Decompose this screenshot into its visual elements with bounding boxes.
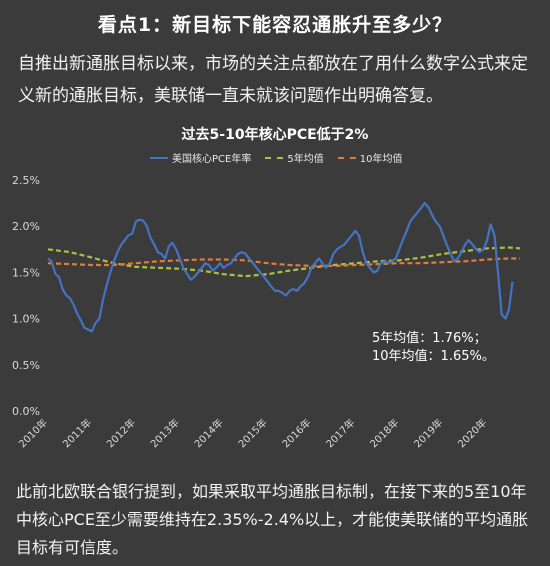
intro-paragraph: 自推出新通胀目标以来，市场的关注点都放在了用什么数字公式来定义新的通胀目标，美联… bbox=[18, 54, 528, 106]
legend-item-core-pce: 美国核心PCE年率 bbox=[150, 150, 251, 165]
legend-label-10y-avg: 10年均值 bbox=[359, 154, 403, 165]
averages-annotation: 5年均值：1.76%； 10年均值：1.65%。 bbox=[372, 330, 495, 366]
x-tick-label: 2020年 bbox=[455, 416, 489, 450]
legend-swatch-core-pce bbox=[150, 156, 168, 159]
y-tick-label: 0.0% bbox=[12, 405, 40, 418]
legend-item-5y-avg: 5年均值 bbox=[265, 150, 324, 165]
legend-swatch-10y-avg bbox=[337, 156, 356, 159]
y-tick-label: 1.5% bbox=[12, 266, 40, 279]
chart-title: 过去5-10年核心PCE低于2% bbox=[181, 127, 369, 143]
page-title: 看点1：新目标下能容忍通胀升至多少？ bbox=[97, 14, 453, 36]
legend-label-core-pce: 美国核心PCE年率 bbox=[172, 154, 252, 165]
x-tick-label: 2019年 bbox=[411, 416, 445, 450]
legend-swatch-5y-avg bbox=[265, 156, 284, 159]
series-line-10y-avg bbox=[47, 257, 520, 268]
x-tick-label: 2016年 bbox=[279, 416, 313, 450]
annotation-10y-average: 10年均值：1.65%。 bbox=[372, 349, 495, 364]
legend-item-10y-avg: 10年均值 bbox=[337, 150, 403, 165]
chart-legend: 美国核心PCE年率 5年均值 10年均值 bbox=[150, 150, 402, 165]
series-line-5y-avg bbox=[47, 246, 521, 278]
x-tick-label: 2013年 bbox=[148, 416, 182, 450]
y-tick-label: 2.5% bbox=[12, 174, 40, 187]
annotation-5y-average: 5年均值：1.76%； bbox=[372, 331, 487, 346]
core-pce-line-chart: 0.0% 0.5% 1.0% 1.5% 2.0% 2.5% 2010年 2011年 2012年 2… bbox=[12, 174, 521, 450]
legend-label-5y-avg: 5年均值 bbox=[287, 154, 324, 165]
x-tick-label: 2017年 bbox=[323, 416, 357, 450]
x-tick-label: 2011年 bbox=[60, 416, 94, 450]
y-tick-label: 1.0% bbox=[12, 313, 40, 326]
x-tick-label: 2014年 bbox=[191, 416, 225, 450]
series-line-core-pce bbox=[47, 201, 514, 333]
y-tick-label: 0.5% bbox=[12, 359, 40, 372]
x-tick-label: 2015年 bbox=[235, 416, 269, 450]
y-tick-label: 2.0% bbox=[12, 220, 40, 233]
x-tick-label: 2018年 bbox=[367, 416, 401, 450]
x-tick-label: 2010年 bbox=[16, 416, 50, 450]
footer-paragraph: 此前北欧联合银行提到，如果采取平均通胀目标制，在接下来的5至10年中核心PCE至… bbox=[16, 482, 529, 557]
x-tick-label: 2012年 bbox=[104, 416, 138, 450]
